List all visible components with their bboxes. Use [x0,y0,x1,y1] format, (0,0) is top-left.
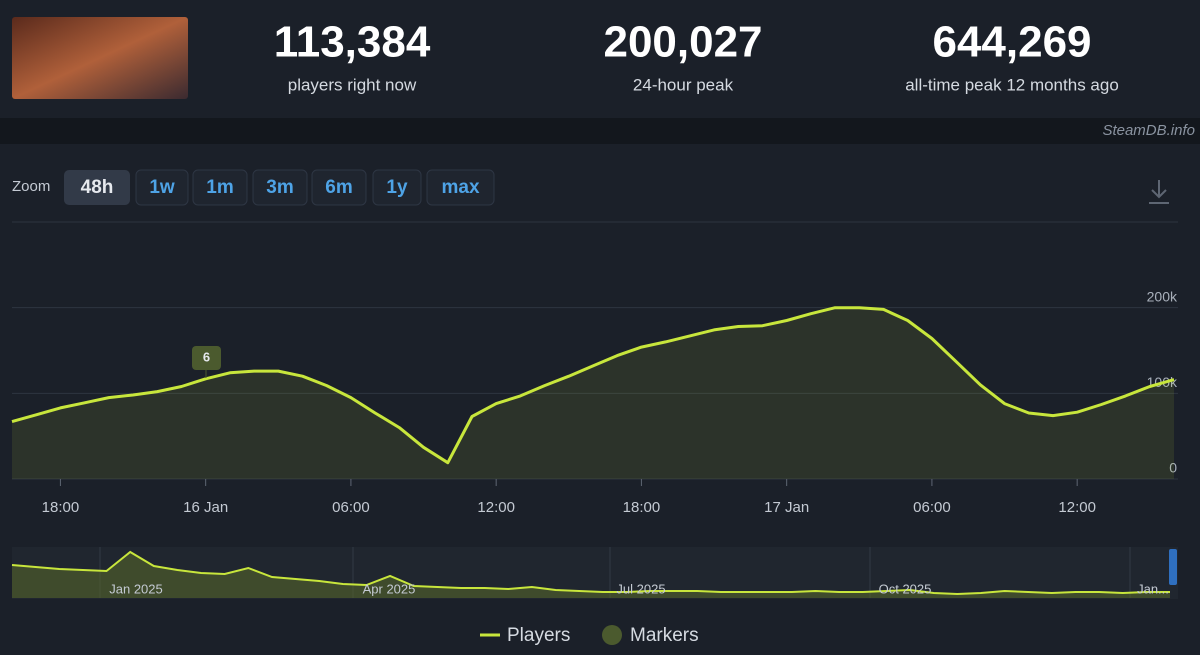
zoom-button[interactable] [192,169,248,206]
y-tick-label: 0 [1169,460,1177,476]
zoom-button[interactable] [252,169,308,206]
zoom-button[interactable] [64,170,130,205]
legend-label[interactable]: Players [507,625,570,646]
area [12,307,1174,479]
zoom-button-label[interactable]: 1y [386,177,408,198]
download-icon[interactable] [1149,180,1169,204]
zoom-button-label[interactable]: 48h [81,177,114,198]
line [11,306,1175,465]
marker-flag [192,346,221,370]
zoom-label: Zoom [12,178,50,195]
x-tick-label: 16 Jan [183,499,228,516]
header-strip [0,118,1200,144]
zoom-button-label[interactable]: 1m [206,177,233,198]
x-tick-label: 06:00 [332,499,370,516]
y-tick-label: 200k [1147,288,1178,304]
zoom-button[interactable] [135,169,189,206]
x-tick-label: 18:00 [623,499,661,516]
stat-label: 24-hour peak [633,75,734,94]
stat-value: 644,269 [932,18,1091,67]
navigator-line [11,550,1170,596]
zoom-button[interactable] [426,169,495,206]
legend-label[interactable]: Markers [630,625,699,646]
zoom-button[interactable] [372,169,422,206]
navigator-label: Apr 2025 [363,581,416,596]
x-tick-label: 06:00 [913,499,951,516]
marker-label: 6 [203,349,210,364]
zoom-button-label[interactable]: 6m [325,177,352,198]
zoom-button-label[interactable]: 1w [149,177,175,198]
stat-value: 200,027 [603,18,762,67]
stat-label: all-time peak 12 months ago [905,75,1119,94]
navigator-label: Oct 2025 [879,581,932,596]
watermark: SteamDB.info [1102,122,1195,139]
x-tick-label: 12:00 [477,499,515,516]
x-tick-label: 17 Jan [764,499,809,516]
navigator-handle[interactable] [1169,549,1177,585]
zoom-button-label[interactable]: max [441,177,479,198]
game-image [12,17,188,99]
zoom-button-label[interactable]: 3m [266,177,293,198]
x-tick-label: 18:00 [42,499,80,516]
legend-marker [602,625,622,645]
navigator-label: Jul 2025 [616,581,665,596]
zoom-button[interactable] [311,169,367,206]
navigator-label: Jan 2025 [109,581,163,596]
x-tick-label: 12:00 [1058,499,1096,516]
stat-value: 113,384 [274,18,431,67]
navigator-area [12,552,1170,598]
stat-label: players right now [288,75,417,94]
navigator-label: Jan... [1137,581,1169,596]
